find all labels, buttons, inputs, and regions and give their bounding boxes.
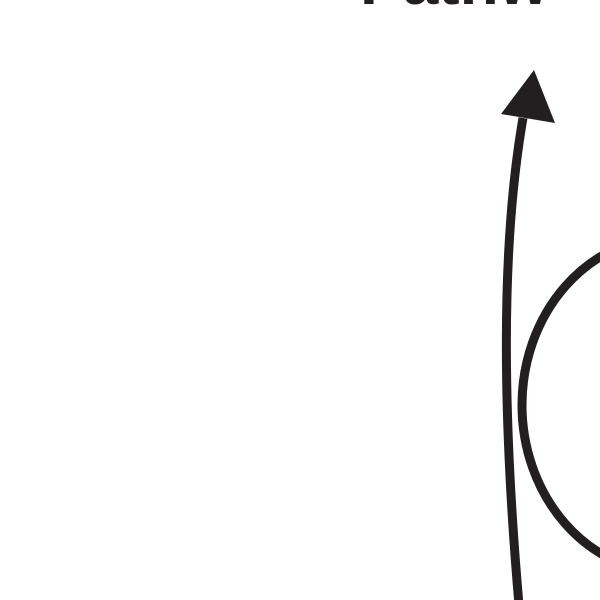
pathway-ellipse [517,251,600,559]
arrow-shaft [501,117,528,600]
diagram-title-fragment: Pathw [360,0,548,14]
arrowhead-icon [501,70,555,123]
